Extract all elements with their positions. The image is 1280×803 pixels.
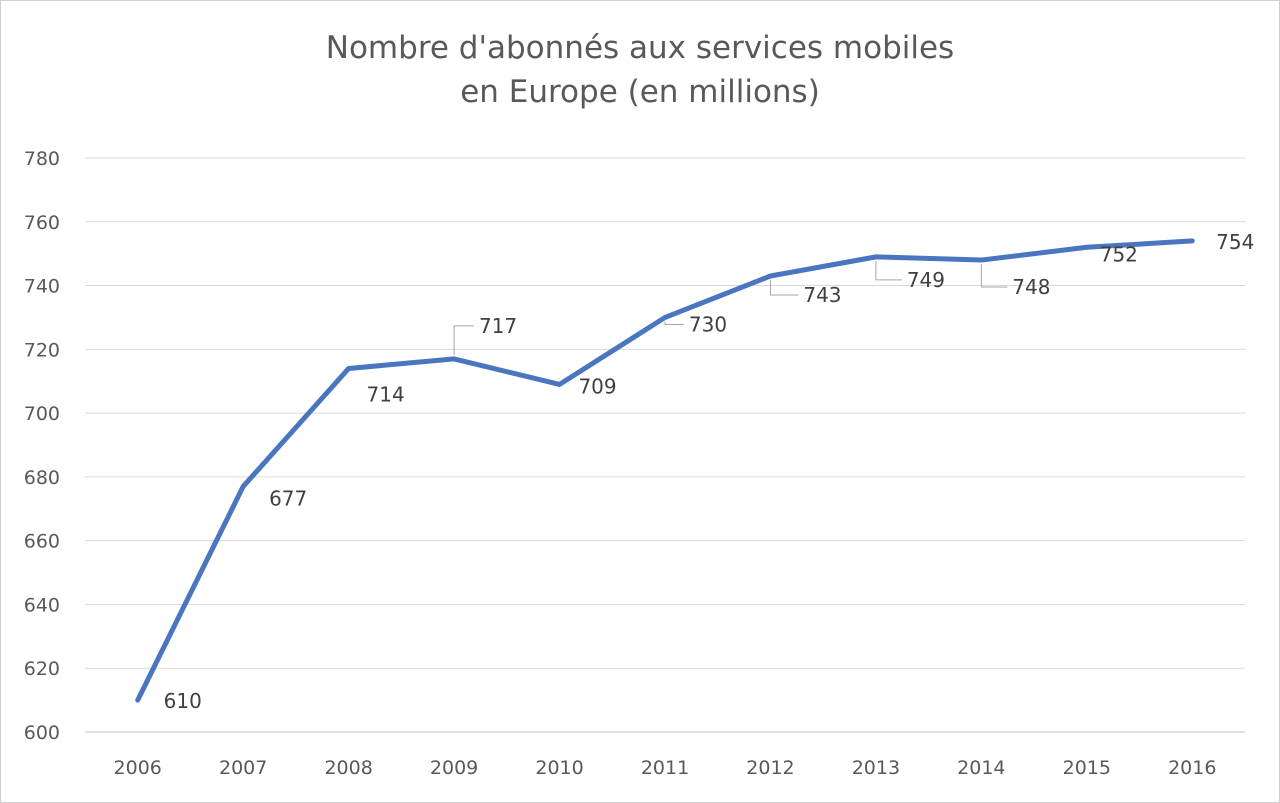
data-label: 754 bbox=[1216, 230, 1254, 254]
x-tick-label: 2011 bbox=[641, 757, 689, 779]
y-tick-label: 760 bbox=[24, 212, 60, 234]
x-tick-label: 2015 bbox=[1063, 757, 1111, 779]
data-label: 717 bbox=[479, 314, 517, 338]
leader-line bbox=[875, 260, 902, 281]
x-tick-label: 2010 bbox=[535, 757, 583, 779]
series-line bbox=[135, 238, 1195, 703]
data-label: 714 bbox=[367, 382, 405, 406]
data-label: 730 bbox=[689, 312, 727, 336]
data-label: 709 bbox=[578, 374, 616, 398]
data-label: 743 bbox=[803, 283, 841, 307]
y-tick-label: 660 bbox=[24, 531, 60, 553]
data-label: 752 bbox=[1100, 242, 1138, 266]
x-tick-label: 2006 bbox=[114, 757, 162, 779]
x-tick-label: 2014 bbox=[957, 757, 1005, 779]
chart-title: Nombre d'abonnés aux services mobiles en… bbox=[0, 26, 1280, 114]
data-label: 748 bbox=[1012, 275, 1050, 299]
y-tick-label: 780 bbox=[24, 148, 60, 170]
y-tick-label: 640 bbox=[24, 594, 60, 616]
y-tick-label: 720 bbox=[24, 339, 60, 361]
data-label: 610 bbox=[164, 689, 202, 713]
x-tick-label: 2007 bbox=[219, 757, 267, 779]
y-tick-label: 680 bbox=[24, 467, 60, 489]
y-tick-label: 600 bbox=[24, 722, 60, 744]
data-label: 677 bbox=[269, 486, 307, 510]
y-tick-label: 740 bbox=[24, 276, 60, 298]
x-tick-label: 2013 bbox=[852, 757, 900, 779]
chart-title-line-1: Nombre d'abonnés aux services mobiles bbox=[325, 30, 955, 66]
x-tick-label: 2016 bbox=[1168, 757, 1216, 779]
x-tick-label: 2012 bbox=[746, 757, 794, 779]
y-tick-label: 620 bbox=[24, 658, 60, 680]
leader-line bbox=[453, 325, 475, 355]
leader-line bbox=[664, 321, 684, 325]
leader-line bbox=[980, 264, 1008, 288]
y-tick-label: 700 bbox=[24, 403, 60, 425]
x-tick-label: 2008 bbox=[324, 757, 372, 779]
leader-line bbox=[769, 279, 799, 296]
x-tick-label: 2009 bbox=[430, 757, 478, 779]
chart-title-line-2: en Europe (en millions) bbox=[460, 74, 820, 110]
data-label: 749 bbox=[907, 268, 945, 292]
